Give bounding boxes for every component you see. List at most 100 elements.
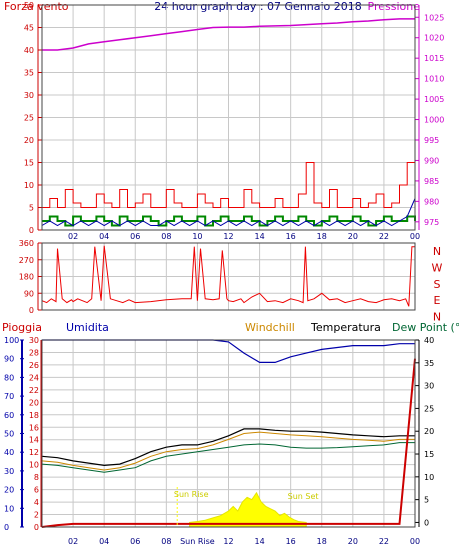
rain-tick-label: 18 [29,411,39,420]
wind-label: Forza vento [4,0,69,13]
humidity-tick-label: 10 [4,504,14,513]
wind-gust-line [42,162,416,208]
rain-temp-header: Pioggia Umidita Windchill Temperatura Dew Po… [2,321,459,334]
series-header-label: Dew Point (°C [392,321,459,334]
rain-tick-label: 20 [29,398,39,407]
wind-x-tick-label: 00 [410,232,420,241]
wind-x-tick-label: 22 [379,232,389,241]
wind-mean-line [41,198,416,227]
series-header-label: Pioggia [2,321,42,334]
rain-x-tick-label: 18 [317,537,327,546]
temperature-line [41,428,415,467]
humidity-axis: 0 10 20 30 40 50 60 70 80 90 100 [4,336,24,532]
wind-tick-label: 10 [24,181,34,190]
temperature-tick-label: 40 [424,336,434,345]
temperature-tick-label: 25 [424,404,434,413]
rain-x-tick-label: 02 [68,537,78,546]
wind-direction-series [41,245,415,307]
wind-tick-label: 45 [24,24,34,33]
wind-tick-label: 20 [24,136,34,145]
wind-x-tick-label: 18 [317,232,327,241]
sun-annotations: Sun Rise Sun Set [174,487,319,527]
humidity-tick-label: 80 [4,373,14,382]
sun-set-label: Sun Set [288,492,319,501]
wind-x-tick-label: 06 [130,232,140,241]
rain-x-tick-label: 06 [130,537,140,546]
wind-tick-label: 35 [24,69,34,78]
wind-x-tick-label: 20 [348,232,358,241]
direction-tick-label: 90 [24,289,34,298]
pressure-tick-label: 1025 [424,13,444,22]
wind-direction-line [41,245,415,307]
temperature-tick-label: 30 [424,382,434,391]
rain-x-tick-label: 04 [99,537,109,546]
rain-tick-label: 16 [29,423,39,432]
rain-tick-label: 2 [34,511,39,520]
pressure-tick-label: 980 [424,197,439,206]
rain-x-tick-label: 22 [379,537,389,546]
rain-tick-label: 10 [29,461,39,470]
wind-tick-label: 50 [24,1,34,10]
rain-tick-label: 0 [34,523,39,532]
wind-x-tick-label: 16 [286,232,296,241]
rain-tick-label: 4 [34,498,39,507]
pressure-tick-label: 1015 [424,54,444,63]
pressure-label: Pressione [368,0,421,13]
dewpoint-line [41,442,415,473]
humidity-tick-label: 100 [4,336,19,345]
direction-tick-label: 180 [19,273,34,282]
pressure-tick-label: 985 [424,177,439,186]
rain-tick-label: 12 [29,448,39,457]
wind-speed-axis: 0 5 10 15 20 25 30 35 40 45 50 [24,1,42,235]
humidity-tick-label: 70 [4,392,14,401]
humidity-tick-label: 50 [4,430,14,439]
compass-label: E [434,294,441,307]
direction-tick-label: 270 [19,256,34,265]
rain-tick-label: 14 [29,436,39,445]
rain-temp-frame [41,339,416,528]
wind-pressure-x-axis: 02 04 06 08 10 12 14 16 18 20 22 00 [68,232,420,241]
rain-temp-grid [42,339,416,528]
windchill-line [41,431,415,471]
wind-x-tick-label: 10 [192,232,202,241]
humidity-tick-label: 40 [4,448,14,457]
rain-x-tick-label: 00 [410,537,420,546]
wind-x-tick-label: 12 [223,232,233,241]
pressure-tick-label: 1020 [424,34,444,43]
direction-tick-label: 360 [19,239,34,248]
rain-temp-x-axis: 02 04 06 08 Sun Rise 12 14 16 18 20 22 00 [68,537,420,546]
pressure-tick-label: 1005 [424,95,444,104]
temperature-tick-label: 0 [424,518,429,527]
wind-tick-label: 30 [24,91,34,100]
temperature-tick-label: 35 [424,359,434,368]
compass-label: N [433,311,441,324]
rain-x-tick-label: 20 [348,537,358,546]
humidity-tick-label: 0 [4,523,9,532]
pressure-tick-label: 1000 [424,116,444,125]
rain-x-tick-label: 16 [286,537,296,546]
humidity-tick-label: 60 [4,411,14,420]
rain-tick-label: 28 [29,348,39,357]
wind-tick-label: 0 [29,226,34,235]
direction-degrees-axis: 0 90 180 270 360 [19,239,42,315]
rain-tick-label: 30 [29,336,39,345]
compass-label: N [433,245,441,258]
wind-tick-label: 15 [24,159,34,168]
series-header-label: Windchill [245,321,295,334]
series-header-label: Temperatura [310,321,381,334]
wind-tick-label: 5 [29,204,34,213]
sun-rise-label: Sun Rise [174,490,209,499]
wind-x-tick-label: 04 [99,232,109,241]
humidity-tick-label: 90 [4,355,14,364]
pressure-axis: 975 980 985 990 995 1000 1005 1010 1015 1020 1025 [415,5,444,230]
rain-tick-label: 6 [34,486,39,495]
pressure-tick-label: 990 [424,156,439,165]
rain-x-tick-label: Sun Rise [180,537,215,546]
rain-line [41,358,416,528]
